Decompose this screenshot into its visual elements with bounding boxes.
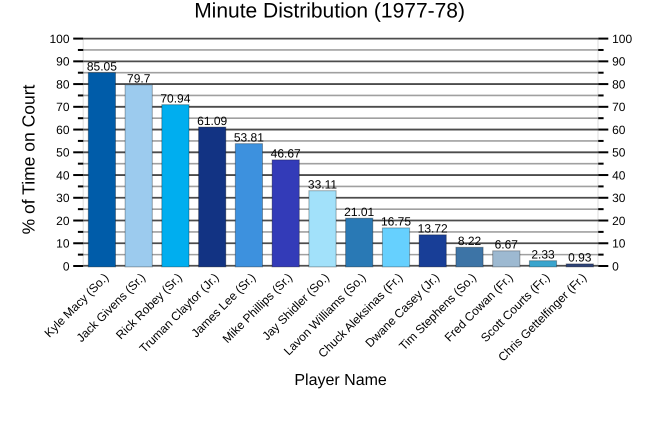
svg-text:Player Name: Player Name [294,372,387,389]
svg-text:10: 10 [612,237,626,251]
svg-text:53.81: 53.81 [234,130,264,144]
svg-text:6.67: 6.67 [495,238,519,252]
svg-text:80: 80 [56,77,70,91]
svg-text:40: 40 [612,168,626,182]
svg-text:20: 20 [612,214,626,228]
svg-text:40: 40 [56,168,70,182]
svg-text:% of Time on Court: % of Time on Court [18,84,38,234]
svg-text:60: 60 [56,123,70,137]
svg-text:90: 90 [56,55,70,69]
svg-text:33.11: 33.11 [308,178,337,192]
svg-text:0.93: 0.93 [568,251,592,265]
svg-text:0: 0 [63,259,70,273]
svg-text:85.05: 85.05 [87,59,117,73]
svg-text:70.94: 70.94 [160,91,190,105]
svg-text:30: 30 [612,191,626,205]
svg-text:8.22: 8.22 [458,234,482,248]
svg-text:100: 100 [49,32,69,46]
svg-text:30: 30 [56,191,70,205]
svg-text:60: 60 [612,123,626,137]
svg-text:61.09: 61.09 [197,114,227,128]
svg-text:13.72: 13.72 [418,222,448,236]
svg-text:10: 10 [56,237,70,251]
svg-text:80: 80 [612,77,626,91]
svg-text:70: 70 [612,100,626,114]
svg-text:50: 50 [56,146,70,160]
svg-text:21.01: 21.01 [344,205,374,219]
svg-text:Minute Distribution (1977-78): Minute Distribution (1977-78) [194,0,465,23]
svg-text:46.67: 46.67 [271,147,301,161]
svg-text:90: 90 [612,55,626,69]
svg-text:20: 20 [56,214,70,228]
svg-text:0: 0 [612,259,619,273]
svg-text:79.7: 79.7 [127,72,151,86]
svg-text:16.75: 16.75 [381,215,411,229]
svg-text:70: 70 [56,100,70,114]
svg-text:2.33: 2.33 [531,248,555,262]
svg-text:100: 100 [612,32,632,46]
svg-text:50: 50 [612,146,626,160]
